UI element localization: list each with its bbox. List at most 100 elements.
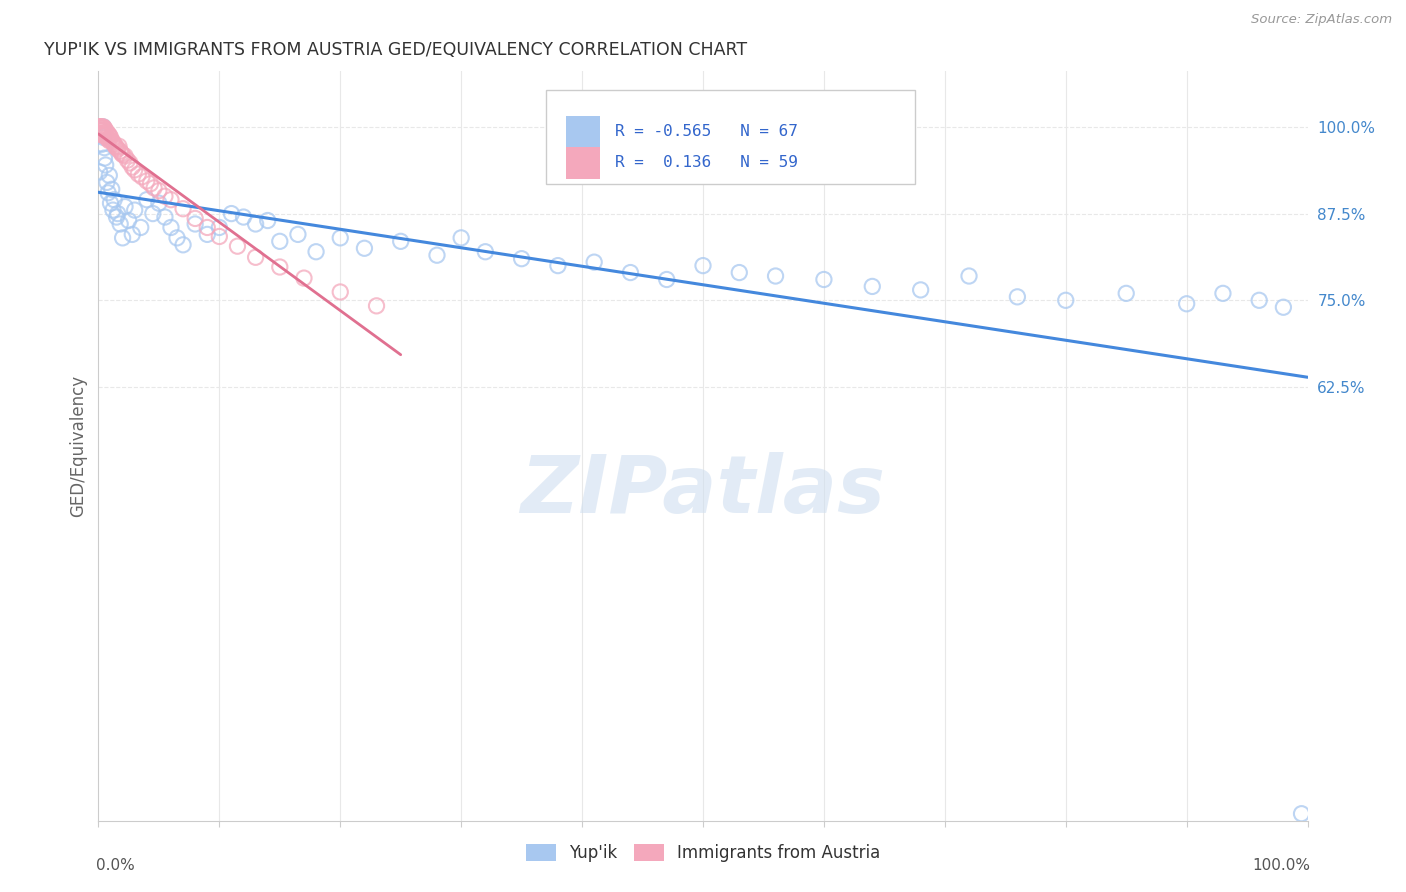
Point [153,210,176,224]
Y-axis label: GED/Equivalency: GED/Equivalency [69,375,87,517]
Text: Source: ZipAtlas.com: Source: ZipAtlas.com [1251,13,1392,27]
Point [90,127,112,141]
Point [184,217,207,231]
Point [114,149,136,163]
Point [245,217,267,231]
Point [583,255,606,269]
Point [269,235,291,249]
Point [1175,297,1198,311]
Point [957,268,980,283]
Point [1272,300,1295,314]
Point [105,210,128,224]
Point [105,141,128,155]
Point [91,128,114,143]
Point [91,120,114,134]
Point [474,244,496,259]
Point [117,153,139,168]
Point [329,285,352,299]
Point [93,121,115,136]
Point [96,175,118,189]
FancyBboxPatch shape [567,116,600,147]
Point [94,123,117,137]
Point [91,121,114,136]
Point [135,193,157,207]
Point [131,169,153,184]
Text: R =  0.136   N = 59: R = 0.136 N = 59 [614,155,797,170]
Point [153,189,176,203]
Point [305,244,328,259]
Point [93,151,115,165]
Point [103,193,125,207]
Point [148,184,170,198]
Text: YUP'IK VS IMMIGRANTS FROM AUSTRIA GED/EQUIVALENCY CORRELATION CHART: YUP'IK VS IMMIGRANTS FROM AUSTRIA GED/EQ… [44,41,747,59]
Point [353,241,375,255]
Point [172,202,194,216]
Point [813,272,835,286]
Point [96,130,118,145]
Point [148,196,170,211]
Point [1115,286,1137,301]
Point [124,162,146,177]
Point [90,123,112,137]
Point [108,139,131,153]
Point [184,211,207,226]
Point [121,160,143,174]
Point [160,220,183,235]
Point [101,203,124,218]
Point [100,196,122,211]
Point [94,158,117,172]
Point [97,127,120,141]
Point [139,177,162,191]
Point [98,134,121,148]
Point [98,128,121,143]
Text: 100.0%: 100.0% [1251,858,1310,873]
Point [111,147,134,161]
Point [765,268,787,283]
Point [389,235,412,249]
Text: R = -0.565   N = 67: R = -0.565 N = 67 [614,124,797,139]
Point [129,220,152,235]
Point [547,259,569,273]
Point [1249,293,1271,308]
Point [208,220,231,235]
Point [269,260,291,274]
Point [103,137,125,152]
Point [91,137,114,152]
Point [91,127,114,141]
Point [101,135,124,149]
Point [329,231,352,245]
Point [195,220,218,235]
Point [142,206,165,220]
Legend: Yup'ik, Immigrants from Austria: Yup'ik, Immigrants from Austria [519,837,887,869]
Point [91,123,114,137]
Point [366,299,388,313]
Point [232,210,254,224]
Point [110,146,132,161]
Point [108,144,131,158]
Point [860,279,883,293]
Point [292,271,315,285]
Point [100,134,122,148]
Point [91,120,114,134]
Point [91,123,114,137]
Point [226,239,249,253]
Point [121,227,143,242]
FancyBboxPatch shape [546,90,915,184]
Point [510,252,533,266]
Point [195,227,218,242]
Point [98,169,121,183]
Point [1054,293,1077,308]
Point [1212,286,1234,301]
Point [114,200,136,214]
Point [426,248,449,262]
Point [728,266,751,280]
Point [692,259,714,273]
Point [94,128,117,143]
FancyBboxPatch shape [567,147,600,178]
Point [135,174,157,188]
Point [91,130,114,145]
Point [287,227,309,242]
Text: 0.0%: 0.0% [96,858,135,873]
Point [1291,806,1313,821]
Point [93,128,115,143]
